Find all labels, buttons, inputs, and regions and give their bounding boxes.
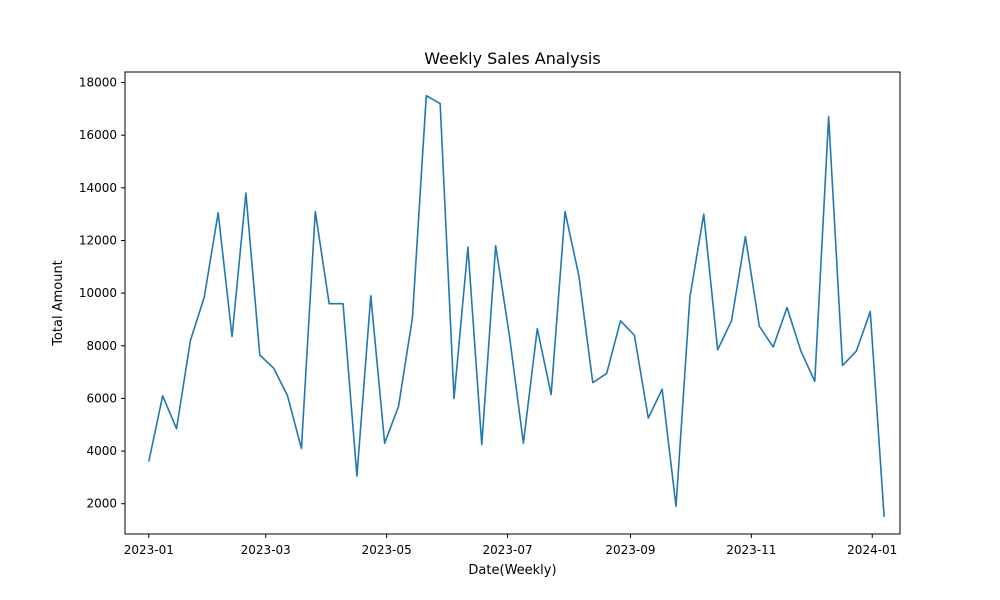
axis-ticks-layer: 2023-01 2023-03 2023-05 2023-07 2023-09 2023-…: [79, 76, 898, 557]
x-tick-label: 2023-05: [362, 543, 412, 557]
y-axis-label: Total Amount: [51, 260, 66, 347]
y-tick-label: 6000: [86, 391, 117, 405]
y-tick-label: 18000: [79, 76, 117, 90]
chart-title: Weekly Sales Analysis: [424, 49, 600, 68]
x-axis-label: Date(Weekly): [468, 563, 556, 578]
y-tick-label: 2000: [86, 497, 117, 511]
y-tick-label: 10000: [79, 286, 117, 300]
series-layer: [148, 94, 885, 517]
y-tick-label: 8000: [86, 339, 117, 353]
x-tick-label: 2023-09: [605, 543, 655, 557]
plot-area-frame: [124, 71, 901, 535]
y-tick-label: 16000: [79, 128, 117, 142]
series-line: [148, 94, 885, 517]
y-tick-label: 4000: [86, 444, 117, 458]
x-tick-label: 2023-03: [241, 543, 291, 557]
x-tick-label: 2023-07: [482, 543, 532, 557]
y-tick-label: 14000: [79, 181, 117, 195]
x-tick-label: 2023-01: [124, 543, 174, 557]
x-tick-label: 2024-01: [847, 543, 897, 557]
y-tick-label: 12000: [79, 233, 117, 247]
x-tick-label: 2023-11: [726, 543, 776, 557]
